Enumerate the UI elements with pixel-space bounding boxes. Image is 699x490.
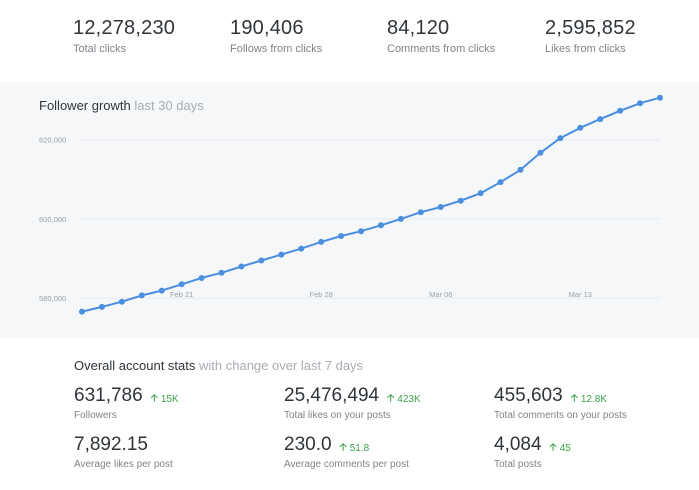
data-point (338, 232, 345, 239)
stat-label: Likes from clicks (545, 43, 626, 55)
stat-value: 631,786 (74, 385, 143, 406)
follower-growth-chart[interactable]: 580,000 600,000 620,000 Feb 21 Feb 28 Mar 06 M… (0, 82, 699, 338)
data-point (218, 269, 225, 276)
stat-label: Total comments on your posts (494, 410, 627, 421)
data-point (79, 308, 85, 315)
data-point (457, 197, 464, 204)
data-point (158, 287, 165, 294)
stat-total-likes: 25,476,494 🡡 423K Total likes on your pos… (284, 384, 421, 421)
data-point (437, 204, 444, 211)
account-stats-title: Overall account stats with change over l… (74, 358, 363, 373)
arrow-up-icon: 🡡 (570, 393, 578, 404)
y-tick-label: 620,000 (39, 136, 66, 145)
stat-value: 7,892.15 (74, 434, 148, 455)
top-stats-bar: 12,278,230 Total clicks 190,406 Follows … (0, 0, 699, 82)
data-point (238, 263, 245, 270)
stat-total-clicks: 12,278,230 Total clicks (73, 16, 175, 55)
stat-label: Average likes per post (74, 459, 173, 470)
change-badge: 🡡 45 (550, 440, 571, 457)
stat-follows-from-clicks: 190,406 Follows from clicks (230, 16, 322, 55)
stat-label: Total posts (494, 459, 542, 470)
data-point (497, 179, 504, 186)
chart-title-text: Follower growth (39, 98, 131, 113)
series-line (81, 96, 661, 313)
stat-label: Follows from clicks (230, 43, 323, 55)
arrow-up-icon: 🡡 (549, 442, 557, 453)
data-point (617, 107, 624, 114)
follower-growth-panel (0, 82, 699, 338)
stat-total-posts: 4,084 🡡 45 Total posts (494, 433, 571, 470)
x-tick-label: Feb 21 (170, 290, 193, 299)
stat-average-likes: 7,892.15 Average likes per post (74, 433, 173, 470)
stat-likes-from-clicks: 2,595,852 Likes from clicks (545, 16, 636, 55)
change-badge: 🡡 423K (387, 391, 421, 408)
change-badge: 🡡 15K (151, 391, 179, 408)
data-point (417, 209, 424, 216)
account-stats-title-text: Overall account stats (74, 358, 196, 373)
data-point (138, 292, 145, 299)
stat-value: 12,278,230 (73, 17, 176, 39)
data-point (597, 116, 604, 123)
data-point (198, 274, 205, 281)
data-point (397, 215, 404, 222)
data-point (318, 238, 325, 245)
data-point (637, 100, 644, 107)
stat-value: 190,406 (230, 17, 304, 39)
data-point (537, 149, 544, 156)
account-stats-subtitle: with change over last 7 days (199, 358, 364, 373)
data-point (118, 298, 125, 305)
stat-value: 4,084 (494, 434, 542, 455)
x-tick-label: Feb 28 (309, 290, 332, 299)
stat-comments-from-clicks: 84,120 Comments from clicks (387, 16, 495, 55)
x-tick-label: Mar 13 (569, 290, 592, 299)
change-value: 12.8K (580, 394, 608, 405)
change-badge: 🡡 12.8K (571, 391, 607, 408)
data-point (517, 166, 524, 173)
chart-title: Follower growth last 30 days (39, 98, 204, 113)
data-point (258, 257, 265, 264)
data-point (178, 281, 185, 288)
data-point (477, 190, 484, 197)
change-value: 423K (397, 394, 421, 405)
y-tick-label: 580,000 (39, 294, 66, 303)
data-point (377, 222, 384, 229)
stat-label: Comments from clicks (387, 43, 496, 55)
stat-value: 455,603 (494, 385, 563, 406)
data-point (557, 135, 564, 142)
stat-label: Followers (74, 410, 117, 421)
chart-subtitle: last 30 days (134, 98, 204, 113)
arrow-up-icon: 🡡 (387, 393, 395, 404)
stat-followers: 631,786 🡡 15K Followers (74, 384, 179, 421)
y-tick-label: 600,000 (39, 215, 66, 224)
change-badge: 🡡 51.8 (340, 440, 370, 457)
data-point (358, 228, 365, 235)
change-value: 15K (160, 394, 179, 405)
data-point (98, 303, 105, 310)
arrow-up-icon: 🡡 (150, 393, 158, 404)
change-value: 51.8 (349, 443, 370, 454)
change-value: 45 (559, 443, 571, 454)
stat-total-comments: 455,603 🡡 12.8K Total comments on your po… (494, 384, 627, 421)
stat-value: 2,595,852 (545, 17, 636, 39)
stat-average-comments: 230.0 🡡 51.8 Average comments per post (284, 433, 409, 470)
stat-value: 84,120 (387, 17, 450, 39)
arrow-up-icon: 🡡 (339, 442, 347, 453)
stat-label: Average comments per post (284, 459, 409, 470)
data-point (577, 124, 584, 131)
data-point (298, 245, 305, 252)
data-point (657, 94, 663, 101)
stat-value: 25,476,494 (284, 385, 380, 406)
stat-label: Total likes on your posts (284, 410, 391, 421)
stat-value: 230.0 (284, 434, 332, 455)
x-tick-label: Mar 06 (429, 290, 452, 299)
data-point (278, 251, 285, 258)
stat-label: Total clicks (73, 43, 127, 55)
